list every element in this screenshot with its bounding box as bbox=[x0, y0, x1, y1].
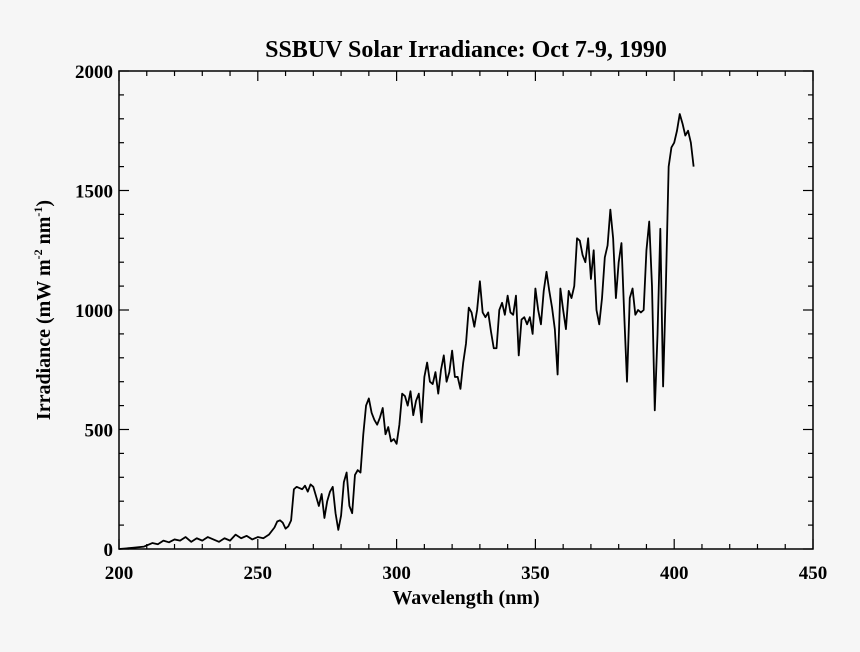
series-layer bbox=[118, 113, 695, 550]
y-tick-label: 2000 bbox=[75, 62, 113, 83]
y-axis-label-end: ) bbox=[33, 200, 55, 207]
y-axis-label: Irradiance (mW m-2 nm-1) bbox=[31, 200, 55, 420]
y-axis-label-exponent-1: -2 bbox=[31, 249, 45, 259]
plot-frame bbox=[118, 70, 814, 550]
x-tick-label: 250 bbox=[244, 563, 273, 584]
svg-text:Irradiance (mW m-2 nm-1): Irradiance (mW m-2 nm-1) bbox=[31, 200, 55, 420]
y-tick-label: 1000 bbox=[75, 301, 113, 322]
x-tick-label: 450 bbox=[799, 563, 828, 584]
x-tick-label: 400 bbox=[660, 563, 689, 584]
y-axis-label-exponent-2: -1 bbox=[31, 207, 45, 217]
y-tick-label: 500 bbox=[85, 421, 114, 442]
y-axis-label-base: Irradiance (mW m bbox=[33, 259, 55, 420]
y-tick-label: 1500 bbox=[75, 182, 113, 203]
chart-title: SSBUV Solar Irradiance: Oct 7-9, 1990 bbox=[265, 37, 667, 63]
tick-layer bbox=[118, 70, 814, 550]
tick-label-layer: 200 250 300 350 400 450 0 500 1000 1500 2000 bbox=[75, 62, 827, 584]
x-tick-label: 350 bbox=[521, 563, 550, 584]
y-tick-label: 0 bbox=[104, 540, 114, 561]
x-tick-label: 300 bbox=[382, 563, 411, 584]
series-line bbox=[118, 113, 695, 550]
y-axis-label-mid: nm bbox=[33, 216, 55, 249]
x-tick-label: 200 bbox=[105, 563, 134, 584]
x-axis-label: Wavelength (nm) bbox=[392, 587, 539, 609]
